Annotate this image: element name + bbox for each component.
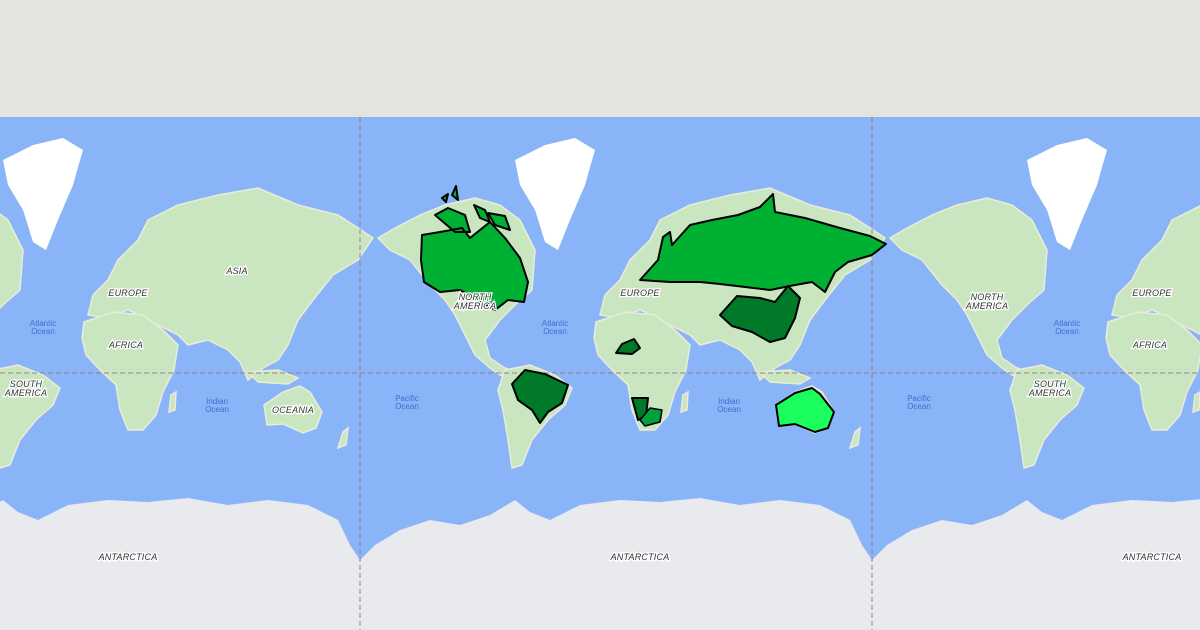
world-map[interactable]: .land{fill:#c9e6c0;stroke:#e9ecd8;stroke… xyxy=(0,117,1200,630)
label-antarctica: ANTARCTICA xyxy=(610,552,670,562)
label-atlantic-2: Ocean xyxy=(543,327,567,336)
label-north-america-2: AMERICA xyxy=(453,301,496,311)
label-atlantic-right-2: Ocean xyxy=(1055,327,1079,336)
label-south-america-left-1: SOUTH xyxy=(10,379,43,389)
region-russia[interactable] xyxy=(639,193,887,293)
label-africa-right: AFRICA xyxy=(1132,340,1167,350)
label-atlantic-right-1: Atlantic xyxy=(1054,319,1080,328)
label-oceania-left: OCEANIA xyxy=(272,405,314,415)
label-atlantic-left-1: Atlantic xyxy=(30,319,56,328)
region-australia[interactable] xyxy=(775,387,835,433)
label-africa-left: AFRICA xyxy=(108,340,143,350)
label-indian-1: Indian xyxy=(718,397,740,406)
label-south-america-left-2: AMERICA xyxy=(4,388,47,398)
label-atlantic-left-2: Ocean xyxy=(31,327,55,336)
top-bar xyxy=(0,0,1200,117)
label-indian-left-2: Ocean xyxy=(205,405,229,414)
region-niger[interactable] xyxy=(615,338,641,355)
label-south-america-right-2: AMERICA xyxy=(1028,388,1071,398)
label-north-america-right-1: NORTH xyxy=(971,292,1004,302)
region-south-africa[interactable] xyxy=(639,407,663,427)
label-north-america-right-2: AMERICA xyxy=(965,301,1008,311)
region-china[interactable] xyxy=(719,285,801,343)
label-pacific-1: Pacific xyxy=(395,394,419,403)
label-pacific-right-2: Ocean xyxy=(907,402,931,411)
label-pacific-2: Ocean xyxy=(395,402,419,411)
label-antarctica-right: ANTARCTICA xyxy=(1122,552,1182,562)
region-brazil[interactable] xyxy=(511,369,569,424)
label-pacific-right-1: Pacific xyxy=(907,394,931,403)
label-antarctica-left: ANTARCTICA xyxy=(98,552,158,562)
label-europe-left: EUROPE xyxy=(108,288,148,298)
label-indian-left-1: Indian xyxy=(206,397,228,406)
label-asia-left: ASIA xyxy=(225,266,247,276)
label-north-america-1: NORTH xyxy=(459,292,492,302)
label-south-america-right-1: SOUTH xyxy=(1034,379,1067,389)
label-europe-right: EUROPE xyxy=(1132,288,1172,298)
region-canada[interactable] xyxy=(420,185,529,311)
label-europe: EUROPE xyxy=(620,288,660,298)
label-indian-2: Ocean xyxy=(717,405,741,414)
label-atlantic-1: Atlantic xyxy=(542,319,568,328)
